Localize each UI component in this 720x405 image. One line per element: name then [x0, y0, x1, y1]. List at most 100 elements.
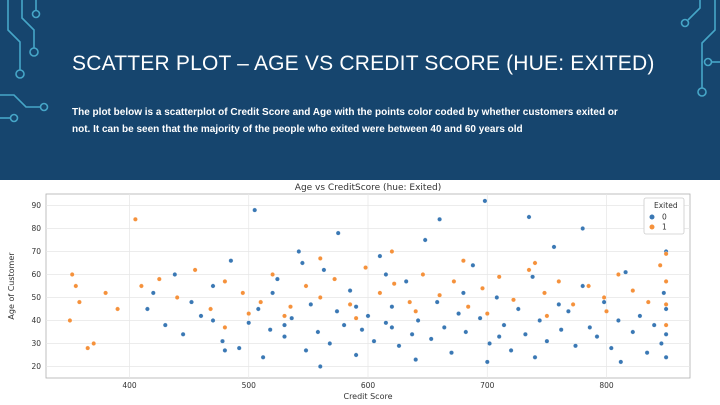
- data-point: [222, 325, 228, 330]
- data-point: [363, 265, 368, 270]
- data-point: [526, 214, 532, 220]
- data-point: [630, 329, 636, 335]
- circuit-decoration-left-icon: [0, 0, 49, 123]
- data-point: [663, 354, 669, 360]
- data-point: [465, 304, 471, 310]
- data-point: [556, 279, 562, 284]
- data-point: [480, 285, 485, 291]
- data-point: [347, 288, 353, 293]
- data-point: [220, 338, 225, 344]
- slide-title: SCATTER PLOT – AGE VS CREDIT SCORE (HUE:…: [72, 52, 655, 75]
- data-point: [496, 274, 502, 280]
- data-point: [657, 262, 663, 268]
- y-tick-label: 60: [31, 270, 41, 279]
- series-exited-0: [145, 198, 669, 369]
- circuit-decoration-right-icon: [680, 0, 720, 97]
- data-point: [77, 299, 82, 305]
- data-point: [608, 345, 614, 351]
- data-point: [663, 331, 669, 337]
- slide-description: The plot below is a scatterplot of Credi…: [72, 107, 618, 135]
- y-axis-label: Age of Customer: [7, 252, 16, 320]
- data-point: [240, 290, 246, 296]
- data-point: [270, 290, 275, 296]
- legend-title: Exited: [654, 201, 678, 210]
- data-point: [252, 207, 258, 213]
- chart-title: Age vs CreditScore (hue: Exited): [295, 183, 441, 193]
- data-point: [315, 329, 321, 335]
- data-point: [69, 272, 75, 277]
- data-point: [532, 260, 538, 266]
- data-point: [470, 262, 476, 268]
- data-point: [180, 331, 186, 337]
- data-point: [551, 244, 557, 250]
- data-point: [661, 290, 667, 296]
- data-point: [463, 329, 469, 335]
- y-tick-label: 70: [31, 247, 41, 256]
- data-point: [496, 334, 502, 339]
- series-exited-1: [67, 216, 669, 351]
- data-point: [556, 302, 562, 307]
- data-point: [461, 258, 466, 264]
- data-point: [511, 297, 516, 303]
- data-points: [67, 198, 669, 369]
- grid: [46, 194, 690, 378]
- data-point: [415, 318, 421, 323]
- data-point: [422, 237, 428, 243]
- y-tick-label: 90: [31, 201, 41, 210]
- data-point: [236, 345, 242, 351]
- data-point: [508, 348, 514, 353]
- data-point: [663, 279, 669, 284]
- y-tick-label: 30: [31, 339, 41, 348]
- x-axis-label: Credit Score: [343, 392, 392, 401]
- data-point: [477, 315, 483, 321]
- data-point: [139, 283, 144, 289]
- data-point: [389, 304, 395, 310]
- data-point: [174, 295, 180, 300]
- data-point: [321, 267, 327, 273]
- data-point: [580, 226, 586, 231]
- data-point: [618, 359, 624, 365]
- data-point: [258, 299, 264, 305]
- data-point: [484, 311, 490, 316]
- slide-header: SCATTER PLOT – AGE VS CREDIT SCORE (HUE:…: [0, 0, 720, 180]
- data-point: [222, 279, 228, 284]
- data-point: [115, 306, 120, 312]
- data-point: [651, 322, 657, 328]
- data-point: [383, 272, 389, 277]
- data-point: [347, 302, 353, 307]
- data-point: [288, 304, 293, 310]
- y-tick-label: 40: [31, 316, 41, 325]
- data-point: [208, 306, 213, 312]
- data-point: [353, 315, 359, 321]
- data-point: [389, 249, 395, 254]
- data-point: [659, 341, 664, 346]
- data-point: [523, 331, 528, 337]
- data-point: [192, 267, 198, 273]
- data-point: [210, 283, 216, 289]
- data-point: [663, 322, 669, 328]
- data-point: [365, 313, 371, 319]
- data-point: [371, 338, 377, 344]
- data-point: [222, 348, 228, 353]
- x-tick-label: 500: [242, 381, 257, 390]
- data-point: [407, 299, 413, 305]
- data-point: [282, 322, 287, 328]
- data-point: [359, 327, 365, 333]
- data-point: [198, 313, 204, 319]
- data-point: [420, 272, 426, 277]
- data-point: [487, 341, 492, 346]
- data-point: [327, 341, 333, 346]
- data-point: [353, 352, 359, 358]
- data-point: [604, 308, 609, 314]
- x-tick-label: 400: [122, 381, 137, 390]
- data-point: [645, 299, 651, 305]
- data-point: [461, 290, 466, 296]
- data-point: [616, 318, 621, 323]
- data-point: [413, 357, 419, 362]
- data-point: [317, 256, 323, 261]
- data-point: [289, 315, 295, 321]
- data-point: [580, 283, 586, 289]
- data-point: [73, 283, 79, 289]
- data-point: [409, 331, 415, 337]
- legend-marker-1: [649, 224, 655, 230]
